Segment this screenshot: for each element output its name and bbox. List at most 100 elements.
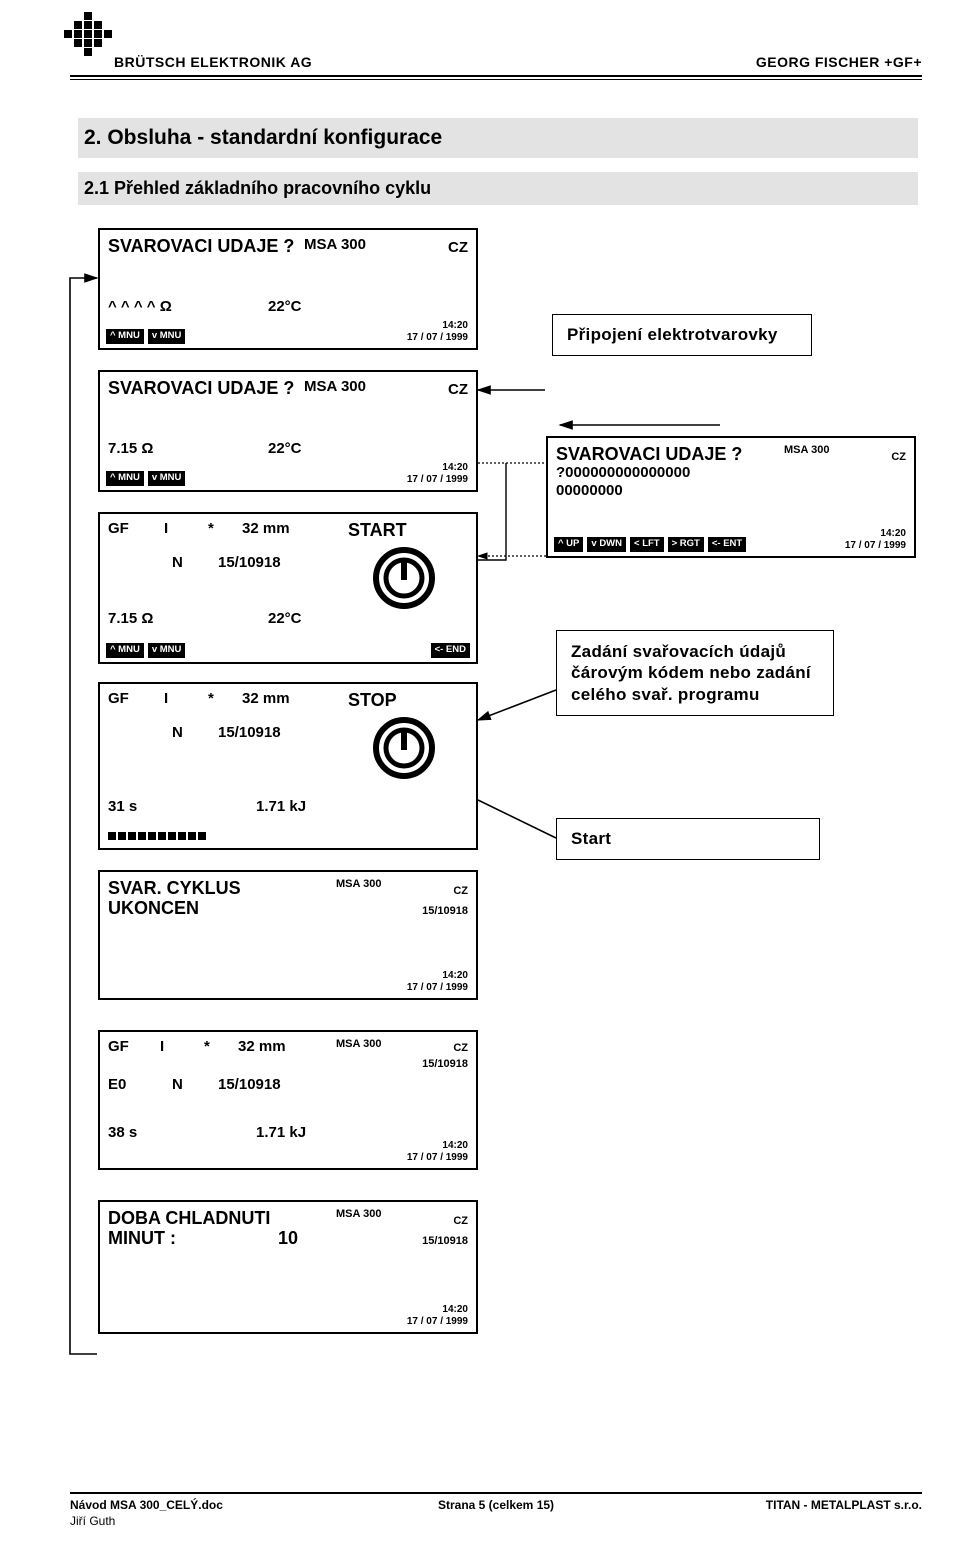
ohm-reading: 7.15 Ω [108,440,153,457]
footer-company: TITAN - METALPLAST s.r.o. [766,1498,922,1512]
i: I [160,1038,164,1055]
temp: 22°C [268,440,302,457]
timestamp: 14:2017 / 07 / 1999 [845,528,906,552]
annot-entry-label: Zadání svařovacích údajů čárovým kódem n… [571,642,811,704]
header-rule [70,75,922,80]
n: N [172,554,183,571]
section-heading: 2. Obsluha - standardní konfigurace 2.1 … [78,118,918,205]
mnu-dn-btn[interactable]: v MNU [148,329,186,344]
temp: 22°C [268,298,302,315]
input-line1[interactable]: ?000000000000000 [556,464,690,481]
mnu-up-btn[interactable]: ^ MNU [106,329,144,344]
size: 32 mm [238,1038,286,1055]
lcd-start-screen: GF I * 32 mm START N 15/10918 7.15 Ω 22°… [98,512,478,664]
lang: CZ [453,1042,468,1054]
timestamp: 14:2017 / 07 / 1999 [407,970,468,994]
input-line2[interactable]: 00000000 [556,482,623,499]
power-icon[interactable] [372,546,436,610]
size: 32 mm [242,520,290,537]
header-left: BRÜTSCH ELEKTRONIK AG [114,54,312,70]
lcd-e0-screen: GF I * 32 mm MSA 300 CZ 15/10918 E0 N 15… [98,1030,478,1170]
cycle-title1: SVAR. CYKLUS [108,878,241,899]
timestamp: 14:2017 / 07 / 1999 [407,320,468,344]
mnu-dn-btn[interactable]: v MNU [148,643,186,658]
start-label: START [348,520,407,541]
mnu-up-btn[interactable]: ^ MNU [106,643,144,658]
lang: CZ [891,451,906,463]
batch: 15/10918 [218,554,281,571]
model: MSA 300 [336,1038,381,1050]
screen1-title: SVAROVACI UDAJE ? [108,236,294,257]
mnu-dn-btn[interactable]: v MNU [148,471,186,486]
i: I [164,520,168,537]
screen2-title: SVAROVACI UDAJE ? [108,378,294,399]
ohm-reading: 7.15 Ω [108,610,153,627]
n: N [172,1076,183,1093]
i: I [164,690,168,707]
annot-start-label: Start [571,829,611,848]
model: MSA 300 [336,878,381,890]
e0: E0 [108,1076,126,1093]
footer-author: Jiří Guth [70,1514,115,1528]
end-btn[interactable]: <- END [431,643,470,658]
batch: 15/10918 [422,1235,468,1247]
lcd-cooling-screen: DOBA CHLADNUTI MSA 300 CZ MINUT : 10 15/… [98,1200,478,1334]
timestamp: 14:2017 / 07 / 1999 [407,1304,468,1328]
mnu-up-btn[interactable]: ^ MNU [106,471,144,486]
timestamp: 14:2017 / 07 / 1999 [407,462,468,486]
seconds: 38 s [108,1124,137,1141]
star: * [208,690,214,707]
model: MSA 300 [784,444,829,456]
batch: 15/10918 [218,724,281,741]
page-header: BRÜTSCH ELEKTRONIK AG GEORG FISCHER +GF+ [70,18,922,80]
power-icon[interactable] [372,716,436,780]
annot-connect-label: Připojení elektrotvarovky [567,325,778,344]
progress-bar [108,832,206,840]
input-title: SVAROVACI UDAJE ? [556,444,742,465]
up-btn[interactable]: ^ UP [554,537,583,552]
timestamp: 14:2017 / 07 / 1999 [407,1140,468,1164]
page-footer: Návod MSA 300_CELÝ.doc Strana 5 (celkem … [70,1492,922,1538]
ohm-reading: ^ ^ ^ ^ Ω [108,298,172,315]
lft-btn[interactable]: < LFT [630,537,664,552]
model: MSA 300 [304,378,366,395]
ent-btn[interactable]: <- ENT [708,537,746,552]
h2: 2. Obsluha - standardní konfigurace [78,118,918,158]
lcd-stop-screen: GF I * 32 mm STOP N 15/10918 31 s 1.71 k… [98,682,478,850]
annot-start: Start [556,818,820,860]
cooling-label: MINUT : [108,1228,176,1249]
cooling-val: 10 [278,1228,298,1249]
size: 32 mm [242,690,290,707]
gf: GF [108,1038,129,1055]
batch: 15/10918 [422,905,468,917]
annot-entry: Zadání svařovacích údajů čárovým kódem n… [556,630,834,716]
stop-label: STOP [348,690,397,711]
h3: 2.1 Přehled základního pracovního cyklu [78,172,918,205]
lang: CZ [448,381,468,398]
annot-connect: Připojení elektrotvarovky [552,314,812,356]
cooling-title: DOBA CHLADNUTI [108,1208,270,1229]
star: * [208,520,214,537]
lcd-input-screen: SVAROVACI UDAJE ? MSA 300 CZ ?0000000000… [546,436,916,558]
temp: 22°C [268,610,302,627]
gf: GF [108,690,129,707]
gf: GF [108,520,129,537]
lcd-screen-1: SVAROVACI UDAJE ? MSA 300 CZ ^ ^ ^ ^ Ω 2… [98,228,478,350]
rgt-btn[interactable]: > RGT [668,537,704,552]
dwn-btn[interactable]: v DWN [587,537,626,552]
cycle-title2: UKONCEN [108,898,199,919]
batch: 15/10918 [422,1058,468,1070]
lang: CZ [453,885,468,897]
energy: 1.71 kJ [256,1124,306,1141]
brutsch-logo [64,12,112,60]
model: MSA 300 [304,236,366,253]
n: N [172,724,183,741]
star: * [204,1038,210,1055]
seconds: 31 s [108,798,137,815]
model: MSA 300 [336,1208,381,1220]
lcd-screen-2: SVAROVACI UDAJE ? MSA 300 CZ 7.15 Ω 22°C… [98,370,478,492]
batch2: 15/10918 [218,1076,281,1093]
lang: CZ [448,239,468,256]
lang: CZ [453,1215,468,1227]
lcd-cycle-done: SVAR. CYKLUS MSA 300 CZ UKONCEN 15/10918… [98,870,478,1000]
